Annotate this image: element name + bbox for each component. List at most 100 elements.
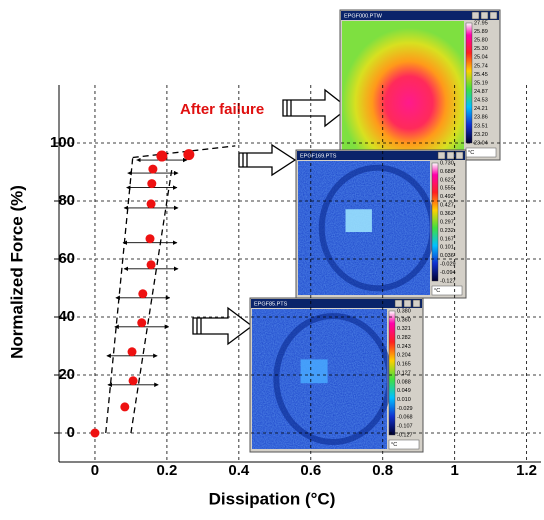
scale-label: 0.232 xyxy=(440,228,454,234)
data-point xyxy=(147,179,157,189)
data-point xyxy=(156,150,168,162)
window-button xyxy=(394,299,403,308)
scale-label: 25.45 xyxy=(474,72,488,78)
x-axis-label: Dissipation (°C) xyxy=(209,489,336,508)
scale-label: 0.321 xyxy=(397,326,411,332)
color-bar xyxy=(388,310,396,436)
scale-label: 0.088 xyxy=(397,379,411,385)
scale-label: 25.74 xyxy=(474,63,488,69)
scale-label: 25.89 xyxy=(474,29,488,35)
pointer-arrows xyxy=(192,88,350,346)
data-point xyxy=(90,428,100,438)
y-tick-label: 40 xyxy=(58,308,75,325)
x-tick-label: 0.8 xyxy=(372,462,393,479)
scale-label: 0.688 xyxy=(440,169,454,175)
data-point xyxy=(146,260,156,270)
thermal-spot xyxy=(345,209,372,233)
scale-label: 0.010 xyxy=(397,397,411,403)
scale-label: 0.360 xyxy=(397,317,411,323)
data-point xyxy=(146,199,156,209)
data-point xyxy=(183,149,195,161)
annotation: After failure xyxy=(180,101,264,118)
window-button xyxy=(480,11,489,20)
scale-label: 27.95 xyxy=(474,20,488,26)
scale-label: 23.86 xyxy=(474,115,488,121)
title-bar xyxy=(251,299,422,308)
scale-label: 0.427 xyxy=(440,203,454,209)
scale-label: 0.555 xyxy=(440,186,454,192)
x-tick-label: 0.6 xyxy=(300,462,321,479)
window-title: EPGF85.PTS xyxy=(254,301,288,307)
scale-label: 23.51 xyxy=(474,123,488,129)
scale-label: -0.094 xyxy=(440,270,456,276)
scale-label: 23.04 xyxy=(474,140,488,146)
scale-label: 0.282 xyxy=(397,335,411,341)
y-tick-label: 80 xyxy=(58,192,75,209)
scale-label: 0.165 xyxy=(397,362,411,368)
scale-label: 0.243 xyxy=(397,344,411,350)
scale-label: -0.127 xyxy=(440,278,456,284)
scale-label: -0.127 xyxy=(397,432,413,438)
window-title: EPGF000.PTW xyxy=(344,13,383,19)
data-point xyxy=(120,402,130,412)
scale-label: -0.029 xyxy=(397,406,413,412)
window-button xyxy=(455,151,464,160)
unit-box xyxy=(431,285,463,296)
scale-label: 0.297 xyxy=(440,219,454,225)
scale-label: 0.362 xyxy=(440,211,454,217)
window-button xyxy=(412,299,421,308)
x-tick-label: 0.4 xyxy=(228,462,250,479)
scale-label: 0.730 xyxy=(440,160,454,166)
color-bar xyxy=(431,162,439,282)
scale-label: 0.492 xyxy=(440,194,454,200)
scale-label: 0.204 xyxy=(397,353,411,359)
y-tick-label: 0 xyxy=(67,424,75,441)
title-bar xyxy=(341,11,499,20)
window-button xyxy=(471,11,480,20)
scale-label: 0.380 xyxy=(397,308,411,314)
window-button xyxy=(489,11,498,20)
y-tick-label: 60 xyxy=(58,250,75,267)
scale-label: -0.107 xyxy=(397,424,413,430)
scale-label: -0.068 xyxy=(397,415,413,421)
unit-label: °C xyxy=(391,442,397,448)
window-button xyxy=(437,151,446,160)
window-button xyxy=(403,299,412,308)
y-axis-label: Normalized Force (%) xyxy=(7,185,26,359)
x-tick-label: 0 xyxy=(91,462,99,479)
unit-box xyxy=(388,439,420,450)
unit-label: °C xyxy=(468,150,474,156)
envelope-line xyxy=(105,157,134,434)
scale-label: 0.101 xyxy=(440,245,454,251)
scale-label: 0.167 xyxy=(440,236,454,242)
window-title: EPGF169.PTS xyxy=(300,153,337,159)
scale-label: 0.049 xyxy=(397,388,411,394)
y-tick-label: 100 xyxy=(50,134,75,151)
data-point xyxy=(127,347,137,357)
scale-label: 25.30 xyxy=(474,46,488,52)
title-bar xyxy=(297,151,465,160)
thermal-spot xyxy=(300,359,328,384)
window-button xyxy=(446,151,455,160)
x-tick-label: 0.2 xyxy=(156,462,177,479)
data-point xyxy=(148,164,158,174)
data-point xyxy=(138,289,148,299)
scale-label: 23.20 xyxy=(474,132,488,138)
scale-label: -0.029 xyxy=(440,262,456,268)
scale-label: 24.21 xyxy=(474,106,488,112)
unit-label: °C xyxy=(434,288,440,294)
scale-label: 0.623 xyxy=(440,177,454,183)
scale-label: 24.87 xyxy=(474,89,488,95)
scale-label: 0.127 xyxy=(397,370,411,376)
x-tick-label: 1.2 xyxy=(516,462,537,479)
scale-label: 24.53 xyxy=(474,98,488,104)
thermal-image xyxy=(342,21,464,157)
inset-window: EPGF000.PTW 27.95 25.89 25.80 25.30 25.04 25.7… xyxy=(339,9,501,161)
y-tick-label: 20 xyxy=(58,366,75,383)
scale-label: 25.19 xyxy=(474,80,488,86)
scale-label: 25.80 xyxy=(474,38,488,44)
data-point xyxy=(128,376,138,386)
color-bar xyxy=(465,22,473,144)
envelope-line xyxy=(132,145,236,159)
